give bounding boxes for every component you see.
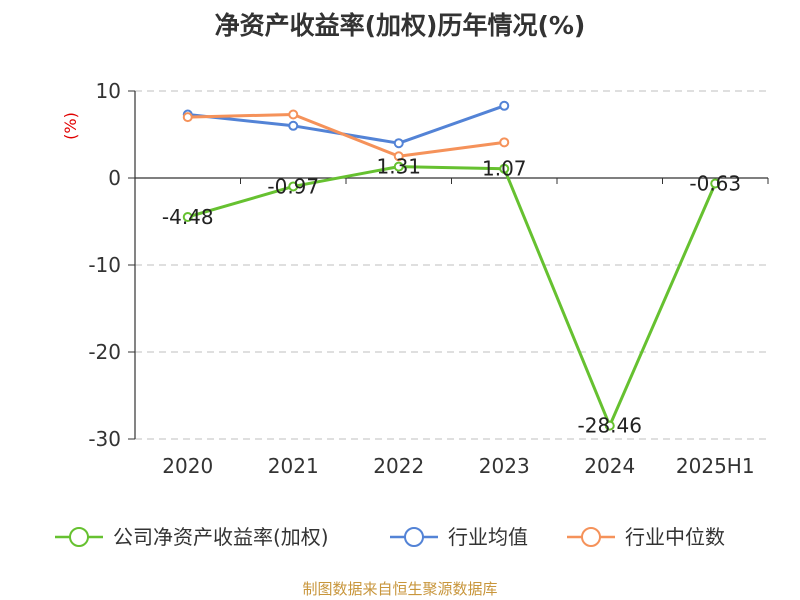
data-point (604, 420, 615, 431)
data-point (499, 163, 510, 174)
data-label: -0.63 (689, 171, 741, 195)
y-tick-label: -10 (88, 253, 121, 277)
series-line (187, 112, 505, 158)
legend-label: 公司净资产收益率(加权) (113, 525, 329, 549)
series-line (187, 165, 717, 428)
legend-item[interactable]: 行业中位数 (567, 525, 725, 549)
legend-label: 行业中位数 (625, 525, 725, 549)
x-tick-label: 2023 (479, 454, 530, 478)
y-tick-label: -30 (88, 427, 121, 451)
series-lines (182, 100, 721, 431)
y-tick-label: -20 (88, 340, 121, 364)
legend-item[interactable]: 行业均值 (390, 525, 528, 549)
source-note: 制图数据来自恒生聚源数据库 (302, 580, 497, 598)
data-point (182, 112, 193, 123)
series-line (187, 104, 505, 145)
data-label: -28.46 (578, 414, 642, 438)
data-label: -0.97 (267, 174, 319, 198)
y-axis-unit: (%) (61, 112, 80, 140)
y-tick-label: 0 (108, 166, 121, 190)
grid-lines (135, 90, 768, 440)
data-point (499, 100, 510, 111)
data-label: 1.31 (376, 155, 421, 179)
legend-label: 行业均值 (448, 525, 528, 549)
data-point (393, 161, 404, 172)
legend-marker (581, 527, 601, 547)
chart-title: 净资产收益率(加权)历年情况(%) (215, 11, 586, 40)
legend-item[interactable]: 公司净资产收益率(加权) (55, 525, 329, 549)
data-label: 1.07 (482, 157, 527, 181)
data-label: -4.48 (162, 205, 214, 229)
data-point (288, 120, 299, 131)
legend-marker (69, 527, 89, 547)
data-point (288, 181, 299, 192)
x-tick-label: 2025H1 (676, 454, 755, 478)
x-tick-label: 2022 (373, 454, 424, 478)
data-point (393, 151, 404, 162)
data-labels: -4.48 -0.97 1.31 1.07 -28.46 -0.63 (162, 155, 741, 438)
data-point (710, 178, 721, 189)
data-point (288, 109, 299, 120)
y-tick-label: 10 (96, 79, 121, 103)
axes: 10 0 -10 -20 -30 2020 2021 2022 2023 2024 2025H1 (88, 79, 769, 478)
legend: 公司净资产收益率(加权) 行业均值 行业中位数 (55, 525, 725, 549)
x-tick-label: 2024 (584, 454, 635, 478)
data-point (393, 138, 404, 149)
data-point (182, 211, 193, 222)
x-tick-label: 2021 (268, 454, 319, 478)
x-tick-label: 2020 (162, 454, 213, 478)
legend-marker (404, 527, 424, 547)
data-point (499, 137, 510, 148)
